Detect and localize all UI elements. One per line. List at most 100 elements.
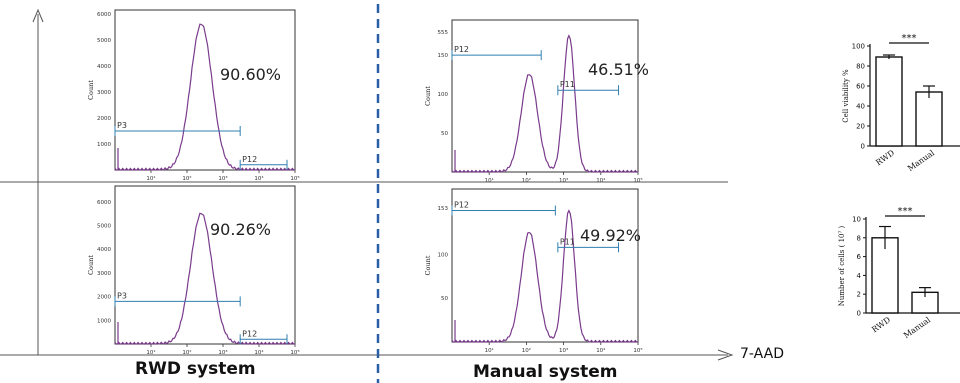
x-tick-label: 10⁵: [633, 347, 642, 354]
category-label: Manual: [902, 315, 933, 340]
y-tick-label: 2000: [97, 295, 111, 301]
y-tick-label: 20: [856, 123, 865, 131]
percentage-annotation: 90.26%: [210, 220, 271, 239]
y-tick-label: 40: [856, 103, 865, 111]
x-tick-label: 10⁵: [290, 175, 299, 182]
y-tick-label: 6: [857, 253, 862, 261]
y-axis-title: Count: [424, 255, 432, 275]
percentage-annotation: 46.51%: [588, 60, 649, 79]
y-tick-label: 50: [441, 296, 448, 302]
x-tick-label: 10²: [182, 349, 191, 356]
gate-p3: P3: [114, 291, 241, 307]
y-tick-label: 4000: [97, 64, 111, 70]
y-tick-label: 50: [441, 131, 448, 137]
y-axis-title: Cell viability %: [842, 69, 850, 123]
gate-label: P11: [560, 80, 575, 89]
bar-rwd: [875, 56, 903, 147]
bar-manual: [915, 91, 943, 147]
x-tick-label: 10⁴: [254, 175, 264, 182]
y-axis-title: Count: [87, 255, 95, 275]
y-tick-label: 555: [438, 30, 449, 36]
y-tick-label: 10: [852, 216, 861, 224]
x-tick-label: 10⁴: [596, 347, 606, 354]
x-tick-label: 10⁴: [254, 349, 264, 356]
y-tick-label: 1000: [97, 318, 111, 324]
y-tick-label: 1000: [97, 142, 111, 148]
gate-p12: P12: [451, 45, 542, 61]
histogram-curve: [451, 34, 638, 173]
x-tick-label: 10¹: [485, 347, 494, 354]
y-tick-label: 150: [438, 53, 449, 59]
significance-label: ***: [898, 206, 913, 217]
x-tick-label: 10²: [182, 175, 191, 182]
x-tick-label: 10⁵: [290, 349, 299, 356]
x-tick-label: 10¹: [146, 349, 155, 356]
x-tick-label: 10³: [559, 347, 568, 354]
x-tick-label: 10⁴: [596, 177, 606, 184]
y-tick-label: 100: [438, 92, 449, 98]
x-tick-label: 10¹: [485, 177, 494, 184]
gate-p3: P3: [114, 121, 241, 136]
gate-label: P12: [454, 201, 469, 210]
gate-label: P11: [560, 237, 575, 246]
y-axis-title: Count: [424, 86, 432, 106]
histogram-panels: 10¹ 10² 10³ 10⁴ 10⁵ 1000 2000 3000 4000 5000 6000 C…: [87, 9, 649, 356]
y-tick-label: 153: [438, 206, 449, 212]
histogram-curve: [114, 212, 295, 345]
category-label: RWD: [874, 148, 896, 167]
plot-frame: [114, 9, 296, 171]
gate-label: P12: [242, 155, 257, 164]
x-tick-label: 10¹: [146, 175, 155, 182]
x-tick-label: 10³: [559, 177, 568, 184]
y-tick-label: 100: [852, 43, 865, 51]
y-axis-title: Number of cells ( 10⁷ ): [838, 225, 846, 306]
histogram-panel-1: 10¹ 10² 10³ 10⁴ 10⁵ 1000 2000 3000 4000 5000 6000 C…: [87, 9, 300, 182]
bar-chart-1: 0 20 40 60 80 100 Cell viability % RWD Manual ***: [842, 33, 960, 173]
gate-p12: P12: [451, 201, 556, 216]
histogram-panel-4: 10¹ 10² 10³ 10⁴ 10⁵ 50 100 153 Count P12 P11 49.92%: [424, 188, 643, 354]
bar-rwd: [871, 237, 899, 314]
manual-system-caption: Manual system: [473, 362, 618, 382]
gate-p11: P11: [557, 237, 620, 253]
y-tick-label: 8: [857, 234, 861, 242]
histogram-panel-2: 10¹ 10² 10³ 10⁴ 10⁵ 1000 2000 3000 4000 5000 6000 C…: [87, 185, 300, 356]
gate-label: P12: [242, 329, 257, 338]
x-tick-label: 10³: [218, 175, 227, 182]
histogram-panel-3: 10¹ 10² 10³ 10⁴ 10⁵ 50 100 150 555 Count P12 P11 46.…: [424, 19, 649, 184]
y-tick-label: 0: [861, 143, 865, 151]
y-tick-label: 2000: [97, 116, 111, 122]
gate-p12: P12: [239, 329, 288, 345]
percentage-annotation: 90.60%: [220, 65, 281, 84]
percentage-annotation: 49.92%: [580, 226, 641, 245]
x-tick-label: 10²: [522, 177, 531, 184]
y-tick-label: 0: [857, 310, 861, 318]
y-axis-title: Count: [87, 80, 95, 100]
y-tick-label: 3000: [97, 90, 111, 96]
y-tick-label: 4000: [97, 247, 111, 253]
y-tick-label: 4: [857, 272, 862, 280]
plot-frame: [451, 188, 639, 343]
y-tick-label: 60: [856, 83, 865, 91]
y-axis-arrow: [32, 8, 44, 23]
y-tick-label: 2: [857, 291, 861, 299]
quadrant-axes: [0, 4, 734, 383]
y-tick-label: 3000: [97, 271, 111, 277]
x-tick-label: 10³: [218, 349, 227, 356]
y-tick-label: 80: [856, 63, 865, 71]
histogram-curve: [114, 23, 295, 171]
y-tick-label: 6000: [97, 200, 111, 206]
gate-label: P12: [454, 45, 469, 54]
plot-frame: [451, 19, 639, 173]
rwd-system-caption: RWD system: [135, 359, 256, 379]
category-label: Manual: [906, 148, 937, 173]
gate-label: P3: [117, 291, 127, 300]
gate-label: P3: [117, 121, 127, 130]
x-tick-label: 10²: [522, 347, 531, 354]
x-axis-arrow: [717, 349, 734, 361]
x-tick-label: 10⁵: [633, 177, 642, 184]
category-label: RWD: [870, 315, 892, 334]
y-tick-label: 5000: [97, 38, 111, 44]
significance-label: ***: [902, 33, 917, 44]
